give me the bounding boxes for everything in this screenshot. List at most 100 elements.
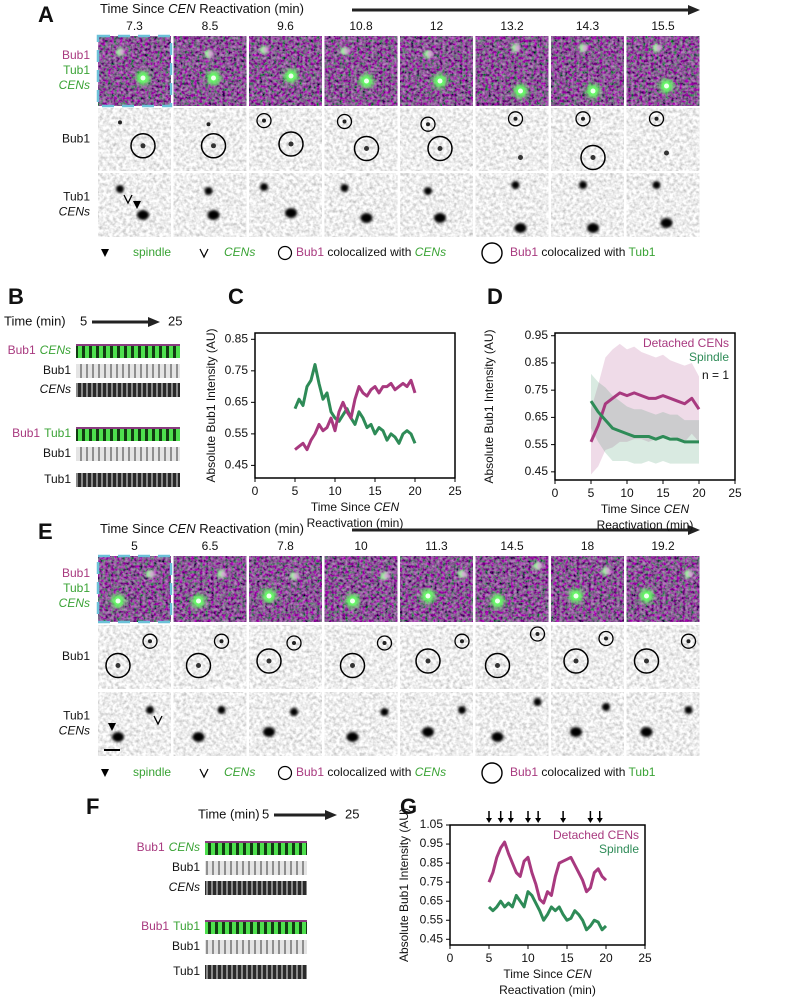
legend-entry: Spindle xyxy=(599,842,639,856)
bub1-signal xyxy=(427,51,433,57)
text-part: colocalized with xyxy=(538,765,629,779)
micrograph xyxy=(626,36,700,106)
legend-small-circle xyxy=(277,765,293,781)
micrograph xyxy=(249,625,322,689)
bub1-spot xyxy=(342,119,347,124)
text-part: colocalized with xyxy=(538,245,629,259)
micrograph xyxy=(475,625,549,689)
cen-spot xyxy=(533,698,542,706)
large-circle xyxy=(278,131,304,157)
legend-large-circle xyxy=(481,762,503,784)
y-tick-label: 0.65 xyxy=(225,395,249,409)
event-arrowhead xyxy=(507,818,514,823)
text-part: Tub1 xyxy=(44,472,71,486)
annotation: n = 1 xyxy=(702,368,729,382)
y-axis-label: Absolute Bub1 Intensity (AU) xyxy=(397,808,411,962)
spindle-spot xyxy=(263,727,275,737)
bub1-spot xyxy=(573,658,579,664)
spindle-core xyxy=(211,75,216,81)
spindle-spot xyxy=(346,732,359,742)
text-part: CEN xyxy=(664,502,690,516)
y-tick-label: 0.95 xyxy=(525,328,549,342)
legend-entry: Spindle xyxy=(689,350,729,364)
text-part: Time Since xyxy=(100,1,168,16)
kymograph xyxy=(76,344,180,358)
bub1-signal xyxy=(207,51,214,57)
bub1-spot xyxy=(196,663,201,668)
micrograph xyxy=(249,556,322,622)
text-part: CENs xyxy=(169,840,200,854)
event-arrowhead xyxy=(535,818,542,823)
text-part: Bub1 xyxy=(510,765,538,779)
bub1-spot xyxy=(266,658,272,664)
kymograph-edge xyxy=(76,427,180,429)
small-circle xyxy=(598,630,614,647)
x-axis-label: Time Since CEN xyxy=(503,967,592,981)
spindle-core xyxy=(437,78,443,84)
y-axis-label: Absolute Bub1 Intensity (AU) xyxy=(482,329,496,483)
micrograph xyxy=(249,36,322,106)
panel-letter: D xyxy=(487,284,503,309)
spindle-spot xyxy=(570,727,582,737)
time-label: 12 xyxy=(430,19,444,33)
row-label: Bub1 xyxy=(172,939,200,953)
time-start: 5 xyxy=(262,806,269,821)
time-label: 10.8 xyxy=(349,19,373,33)
legend-text: Bub1 colocalized with CENs xyxy=(296,245,446,259)
micrograph xyxy=(249,692,322,756)
x-axis-label: Reactivation (min) xyxy=(307,516,404,530)
kymograph xyxy=(205,881,307,895)
row-label: Tub1 xyxy=(63,190,90,204)
text-part: Bub1 xyxy=(510,245,538,259)
large-circle xyxy=(633,648,660,674)
row-label: CENs xyxy=(59,205,90,219)
bub1-spot xyxy=(686,639,691,644)
micrograph xyxy=(98,173,171,237)
small-circle xyxy=(507,111,524,127)
highlight-box xyxy=(96,34,173,108)
large-circle xyxy=(427,135,453,162)
bub1-spot xyxy=(460,639,464,644)
bub1-spot xyxy=(118,120,122,125)
spindle-core xyxy=(664,83,669,89)
row-label: CENs xyxy=(59,78,90,92)
kymograph-edge xyxy=(205,841,307,843)
cen-spot xyxy=(290,708,298,716)
text-part: Tub1 xyxy=(44,426,71,440)
y-axis-label: Absolute Bub1 Intensity (AU) xyxy=(204,328,218,482)
spindle-core xyxy=(644,593,649,599)
cen-spot xyxy=(579,181,587,189)
y-tick-label: 0.75 xyxy=(225,363,249,377)
panel-letter: B xyxy=(8,284,24,309)
cen-spot xyxy=(146,706,154,714)
text-part: Time Since xyxy=(601,502,664,516)
text-part: CEN xyxy=(168,521,196,536)
time-label: 9.6 xyxy=(277,19,294,33)
text-part: Bub1 xyxy=(296,245,324,259)
error-band xyxy=(591,343,699,475)
micrograph xyxy=(324,692,398,756)
spindle-spot xyxy=(137,210,149,220)
text-part: Bub1 xyxy=(43,446,71,460)
time-label: Time (min) xyxy=(4,313,66,328)
spindle-core xyxy=(266,593,272,599)
spindle-core xyxy=(495,598,500,604)
row-label: Bub1 xyxy=(62,566,90,580)
event-arrowhead xyxy=(486,818,492,823)
micrograph xyxy=(249,173,322,237)
bub1-signal xyxy=(655,45,662,51)
bub1-spot xyxy=(581,116,585,121)
cen-spot xyxy=(380,708,389,716)
text-part: Tub1 xyxy=(173,919,200,933)
micrograph xyxy=(400,108,473,171)
event-arrowhead xyxy=(587,818,594,823)
cen-spot xyxy=(458,706,466,714)
row-label: Bub1 xyxy=(43,363,71,377)
time-label: 18 xyxy=(581,539,595,553)
spindle-core xyxy=(288,73,294,79)
kymograph xyxy=(205,841,307,855)
arrow-head xyxy=(148,317,160,327)
small-circle xyxy=(142,633,158,649)
row-label: Bub1 xyxy=(62,649,90,663)
x-axis-label: Reactivation (min) xyxy=(499,983,596,997)
